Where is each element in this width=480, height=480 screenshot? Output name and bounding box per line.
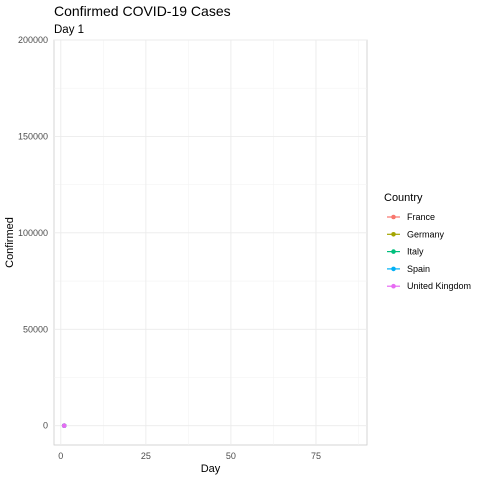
legend-key-point: [391, 214, 396, 220]
legend: Country France Germany Italy Spain United Ki…: [384, 192, 471, 291]
legend-label: Germany: [407, 229, 445, 239]
y-tick-label: 50000: [23, 324, 48, 334]
x-tick-label: 0: [58, 451, 63, 461]
legend-label: Italy: [407, 247, 424, 257]
legend-label: United Kingdom: [407, 281, 471, 291]
legend-key-point: [391, 249, 396, 254]
x-ticks: 0 25 50 75: [58, 451, 321, 461]
legend-label: Spain: [407, 264, 430, 274]
chart-title: Confirmed COVID-19 Cases: [54, 3, 231, 19]
y-tick-label: 200000: [18, 35, 48, 45]
legend-key-point: [391, 266, 396, 272]
legend-key-point: [391, 283, 396, 289]
plot-panel: [53, 39, 368, 446]
y-tick-label: 100000: [18, 228, 48, 238]
series-points: [61, 423, 67, 429]
y-tick-label: 150000: [18, 131, 48, 141]
x-tick-label: 25: [141, 451, 151, 461]
x-tick-label: 50: [226, 451, 236, 461]
chart-subtitle: Day 1: [54, 24, 84, 36]
data-point: [61, 423, 67, 429]
x-axis-label: Day: [201, 463, 221, 475]
y-ticks: 0 50000 100000 150000 200000: [18, 35, 48, 431]
legend-label: France: [407, 212, 435, 222]
grid-lines: [54, 39, 367, 445]
x-tick-label: 75: [311, 451, 321, 461]
legend-title: Country: [384, 192, 423, 204]
legend-key-point: [391, 232, 396, 237]
y-tick-label: 0: [43, 421, 48, 431]
y-axis-label: Confirmed: [4, 217, 16, 268]
